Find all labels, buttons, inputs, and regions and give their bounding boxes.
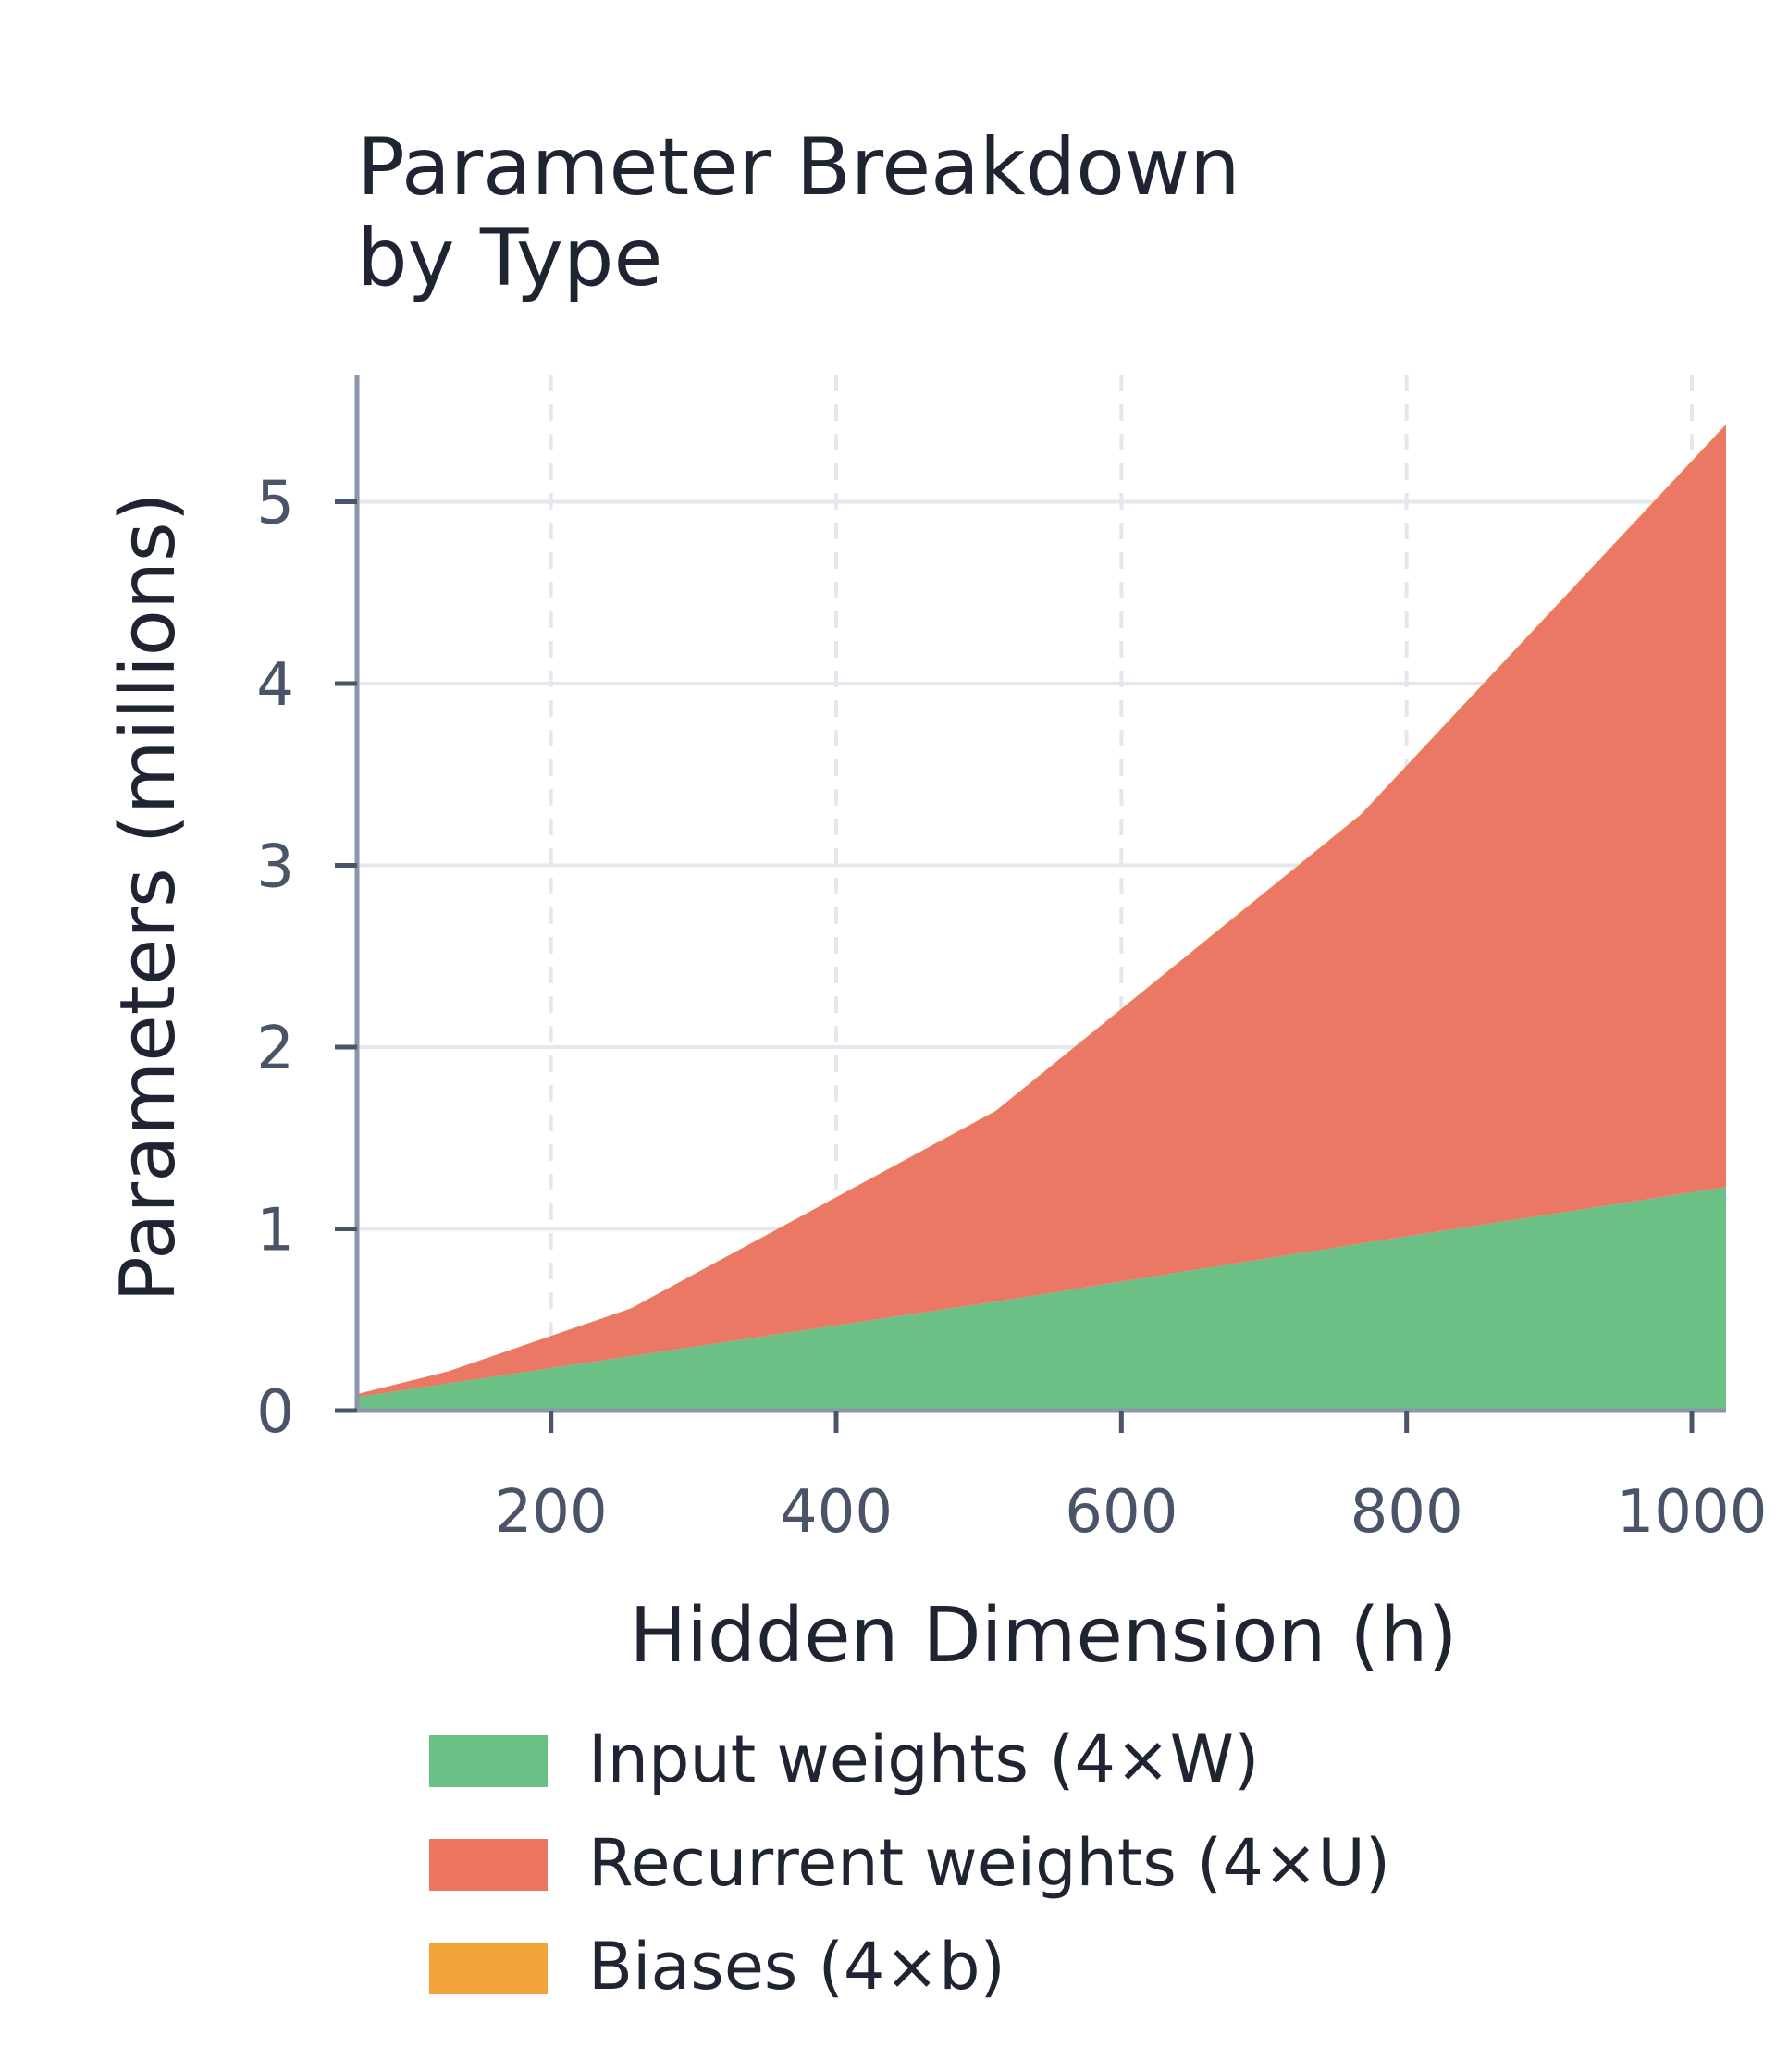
x-axis-title: Hidden Dimension (h) xyxy=(630,1592,1458,1680)
tick-labels: 0 1 2 3 4 5 200 400 600 800 1000 xyxy=(256,470,1767,1547)
legend-swatch-2 xyxy=(429,1942,548,1994)
plot-areas xyxy=(357,424,1726,1411)
legend-swatch-0 xyxy=(429,1735,548,1787)
x-tick-label-1: 400 xyxy=(780,1478,893,1547)
axes xyxy=(335,375,1726,1433)
legend-label-1: Recurrent weights (4×U) xyxy=(588,1825,1390,1901)
area-series-0 xyxy=(357,1187,1726,1411)
legend-label-0: Input weights (4×W) xyxy=(588,1721,1259,1797)
chart-title-line-1: Parameter Breakdown xyxy=(357,121,1240,214)
x-tick-label-4: 1000 xyxy=(1617,1478,1768,1547)
chart-title-line-2: by Type xyxy=(357,212,662,304)
legend-swatch-1 xyxy=(429,1839,548,1891)
y-tick-label-4: 4 xyxy=(256,651,294,720)
y-tick-label-2: 2 xyxy=(256,1015,294,1083)
x-tick-label-3: 800 xyxy=(1350,1478,1463,1547)
x-tick-label-2: 600 xyxy=(1065,1478,1178,1547)
y-tick-label-5: 5 xyxy=(256,470,294,538)
chart-title: Parameter Breakdown by Type xyxy=(357,121,1240,304)
area-series-1 xyxy=(357,425,1726,1398)
y-axis-title: Parameters (millions) xyxy=(105,492,192,1301)
y-tick-label-1: 1 xyxy=(256,1197,294,1265)
legend-label-2: Biases (4×b) xyxy=(588,1929,1005,2004)
x-tick-label-0: 200 xyxy=(495,1478,608,1547)
legend: Input weights (4×W) Recurrent weights (4×… xyxy=(429,1721,1390,2004)
y-tick-label-3: 3 xyxy=(256,833,294,902)
y-tick-label-0: 0 xyxy=(256,1378,294,1447)
